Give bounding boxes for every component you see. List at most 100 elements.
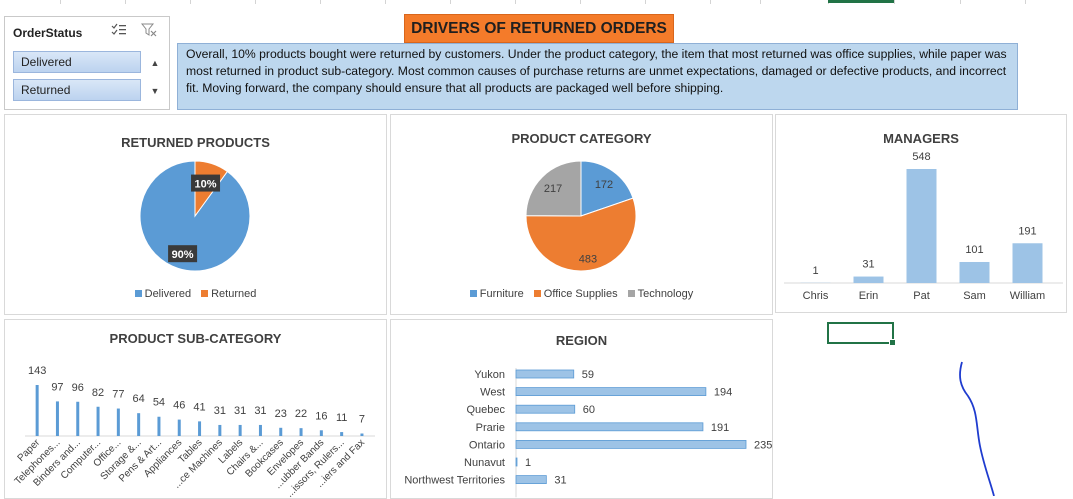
legend-label: Office Supplies [544, 288, 618, 300]
data-label-furniture: 172 [595, 179, 613, 191]
bar-chairs[interactable] [259, 425, 262, 436]
category-label-nunavut: Nunavut [464, 457, 505, 469]
bar-binders-and[interactable] [76, 402, 79, 436]
bar-prarie[interactable] [516, 423, 703, 431]
bar-pens-art[interactable] [157, 417, 160, 436]
data-label-west: 194 [714, 387, 732, 399]
bar-erin[interactable] [854, 277, 884, 283]
region-chart: Yukon 59 West 194 Quebec 60 Prarie 191 Ontario 23… [391, 320, 772, 498]
chevron-down-icon[interactable]: ▼ [147, 79, 163, 103]
bar-appliances[interactable] [178, 420, 181, 436]
data-label-ubber-bands: 16 [315, 410, 327, 422]
slicer-item-delivered[interactable]: Delivered [13, 51, 141, 73]
bar-northwest-territories[interactable] [516, 476, 546, 484]
bar-iers-and-fax[interactable] [360, 434, 363, 436]
multi-select-icon[interactable] [111, 23, 127, 37]
data-label-yukon: 59 [582, 369, 594, 381]
category-label-yukon: Yukon [474, 369, 505, 381]
bar-labels[interactable] [239, 425, 242, 436]
data-label-chris: 1 [812, 265, 818, 277]
data-label-labels: 31 [234, 405, 246, 417]
legend-label: Furniture [480, 288, 524, 300]
clear-filter-icon[interactable] [141, 23, 157, 37]
bar-computer[interactable] [97, 407, 100, 436]
returned-products-panel[interactable]: RETURNED PRODUCTS 90%10% Delivered Retur… [4, 114, 387, 315]
selected-column-indicator [828, 0, 894, 3]
summary-textbox: Overall, 10% products bought were return… [177, 43, 1018, 110]
sheet-column-gridlines [0, 0, 1073, 5]
bar-issors-rulers[interactable] [340, 432, 343, 436]
data-label-paper: 143 [28, 365, 46, 377]
product-category-legend: Furniture Office Supplies Technology [391, 288, 772, 300]
selected-cell[interactable] [827, 322, 894, 344]
data-label-sam: 101 [965, 244, 983, 256]
legend-label: Delivered [145, 288, 191, 300]
bar-pat[interactable] [907, 169, 937, 283]
dashboard-title: DRIVERS OF RETURNED ORDERS [404, 14, 674, 43]
category-label-sam: Sam [963, 290, 986, 302]
data-label-quebec: 60 [583, 404, 595, 416]
category-label-erin: Erin [859, 290, 879, 302]
data-label-binders-and: 96 [72, 382, 84, 394]
bar-quebec[interactable] [516, 405, 575, 413]
returned-products-legend: Delivered Returned [5, 288, 386, 300]
legend-label: Technology [638, 288, 694, 300]
data-label-issors-rulers: 11 [336, 412, 347, 424]
data-label-pat: 548 [912, 151, 930, 163]
data-label-office-supplies: 483 [579, 253, 597, 265]
data-label-bookcases: 23 [275, 408, 287, 420]
bar-office[interactable] [117, 409, 120, 436]
data-label-technology: 217 [544, 183, 562, 195]
legend-swatch [135, 290, 142, 297]
data-label-prarie: 191 [711, 422, 729, 434]
legend-swatch [201, 290, 208, 297]
chevron-up-icon[interactable]: ▲ [147, 51, 163, 75]
data-label-erin: 31 [862, 259, 874, 271]
data-label-nunavut: 1 [525, 457, 531, 469]
category-label-west: West [480, 387, 505, 399]
data-label-computer: 82 [92, 387, 104, 399]
data-label-envelopes: 22 [295, 408, 307, 420]
legend-item-returned: Returned [201, 288, 256, 300]
product-category-chart: 172 483 217 [391, 115, 772, 314]
bar-william[interactable] [1013, 243, 1043, 283]
freehand-ink-stroke [940, 356, 1020, 496]
bar-nunavut[interactable] [516, 458, 517, 466]
bar-ontario[interactable] [516, 440, 746, 448]
slicer-title: OrderStatus [13, 26, 82, 40]
data-label-office: 77 [112, 389, 124, 401]
slicer-scrollbar[interactable]: ▲ ▼ [147, 51, 163, 103]
legend-item-furniture: Furniture [470, 288, 524, 300]
legend-swatch [628, 290, 635, 297]
data-label-returned: 10% [195, 179, 217, 191]
data-label-ontario: 235 [754, 439, 772, 451]
bar-envelopes[interactable] [300, 428, 303, 436]
orderstatus-slicer[interactable]: OrderStatus Delivered Returned ▲ ▼ [4, 16, 170, 110]
data-label-iers-and-fax: 7 [359, 414, 365, 426]
data-label-ce-machines: 31 [214, 405, 226, 417]
bar-ce-machines[interactable] [218, 425, 221, 436]
category-label-william: William [1010, 290, 1045, 302]
data-label-chairs: 31 [254, 405, 266, 417]
bar-sam[interactable] [960, 262, 990, 283]
bar-paper[interactable] [36, 385, 39, 436]
bar-ubber-bands[interactable] [320, 430, 323, 436]
category-label-northwest-territories: Northwest Territories [404, 475, 505, 487]
bar-west[interactable] [516, 388, 706, 396]
bar-bookcases[interactable] [279, 428, 282, 436]
category-label-prarie: Prarie [476, 422, 505, 434]
legend-item-office-supplies: Office Supplies [534, 288, 618, 300]
bar-yukon[interactable] [516, 370, 574, 378]
bar-storage[interactable] [137, 413, 140, 436]
slicer-item-returned[interactable]: Returned [13, 79, 141, 101]
category-label-quebec: Quebec [466, 404, 505, 416]
bar-tables[interactable] [198, 421, 201, 436]
data-label-northwest-territories: 31 [554, 475, 566, 487]
category-label-ontario: Ontario [469, 439, 505, 451]
bar-telephones[interactable] [56, 401, 59, 436]
